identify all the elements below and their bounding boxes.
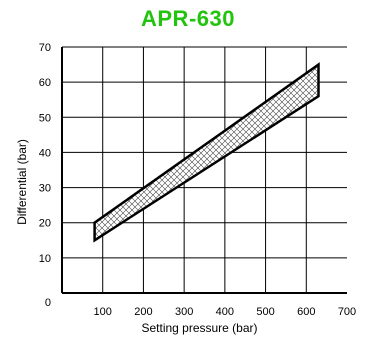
y-tick-label-30: 30 <box>39 183 51 195</box>
x-tick-label-600: 600 <box>297 306 315 318</box>
x-tick-label-100: 100 <box>94 306 112 318</box>
chart-title: APR-630 <box>141 6 235 31</box>
x-axis-label: Setting pressure (bar) <box>141 321 257 335</box>
x-tick-label-500: 500 <box>256 306 274 318</box>
y-tick-label-70: 70 <box>39 42 51 54</box>
y-tick-label-60: 60 <box>39 77 51 89</box>
y-tick-label-10: 10 <box>39 253 51 265</box>
axes <box>61 46 347 294</box>
origin-label: 0 <box>45 297 51 309</box>
y-tick-label-40: 40 <box>39 147 51 159</box>
x-tick-label-700: 700 <box>338 306 356 318</box>
differential-band <box>93 62 320 243</box>
x-tick-label-400: 400 <box>216 306 234 318</box>
x-tick-label-300: 300 <box>175 306 193 318</box>
band-layer <box>93 62 320 243</box>
y-axis-label: Differential (bar) <box>15 139 29 225</box>
y-tick-label-50: 50 <box>39 112 51 124</box>
y-tick-label-20: 20 <box>39 218 51 230</box>
x-tick-label-200: 200 <box>134 306 152 318</box>
